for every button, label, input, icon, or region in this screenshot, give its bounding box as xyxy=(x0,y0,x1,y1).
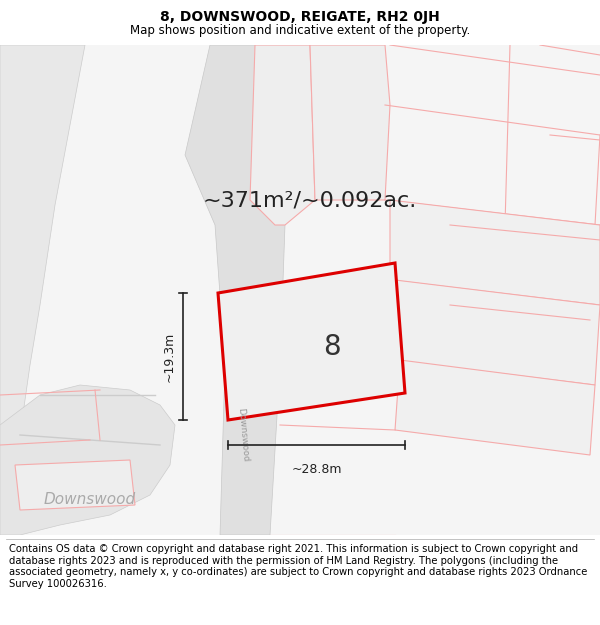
Polygon shape xyxy=(0,45,85,535)
Polygon shape xyxy=(185,45,310,535)
Polygon shape xyxy=(390,280,600,385)
Text: ~371m²/~0.092ac.: ~371m²/~0.092ac. xyxy=(203,190,417,210)
Text: ~28.8m: ~28.8m xyxy=(291,463,342,476)
Polygon shape xyxy=(218,263,405,420)
Text: 8: 8 xyxy=(323,333,340,361)
Polygon shape xyxy=(0,385,175,535)
Text: Contains OS data © Crown copyright and database right 2021. This information is : Contains OS data © Crown copyright and d… xyxy=(9,544,587,589)
Text: Map shows position and indicative extent of the property.: Map shows position and indicative extent… xyxy=(130,24,470,37)
Polygon shape xyxy=(310,45,390,200)
Text: ~19.3m: ~19.3m xyxy=(163,331,176,382)
Polygon shape xyxy=(390,200,600,305)
Text: Downswood: Downswood xyxy=(236,408,250,462)
Polygon shape xyxy=(250,45,315,225)
Text: 8, DOWNSWOOD, REIGATE, RH2 0JH: 8, DOWNSWOOD, REIGATE, RH2 0JH xyxy=(160,10,440,24)
Text: Downswood: Downswood xyxy=(44,492,136,508)
Polygon shape xyxy=(395,360,595,455)
Polygon shape xyxy=(15,460,135,510)
